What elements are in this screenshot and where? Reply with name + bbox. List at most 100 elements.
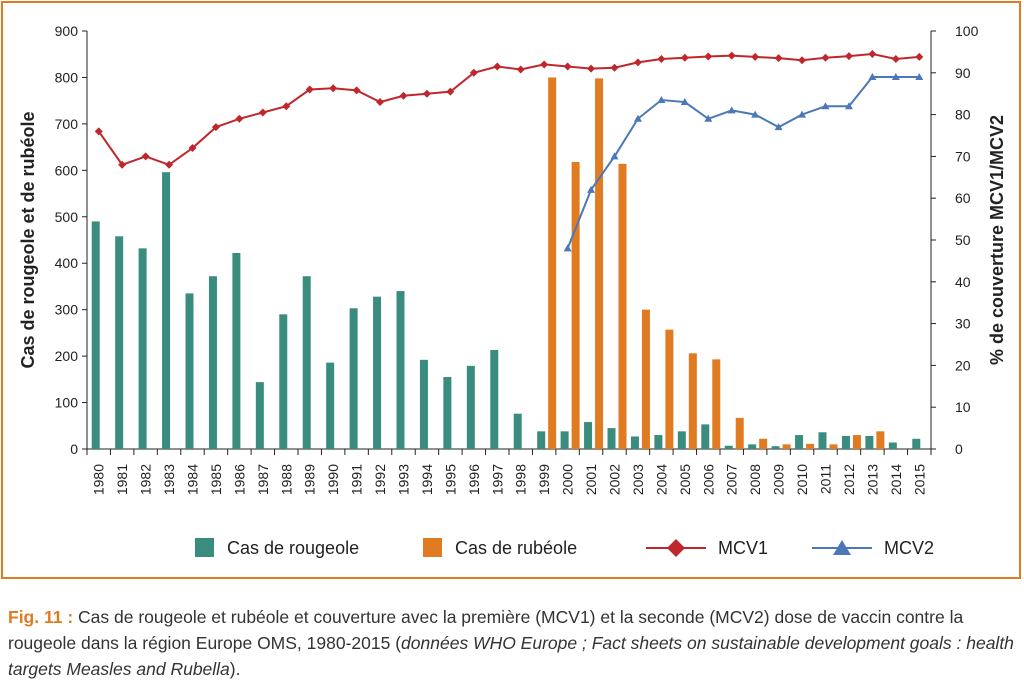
legend-swatch xyxy=(423,538,442,557)
mcv2-point xyxy=(751,110,760,118)
x-tick-label: 1997 xyxy=(489,464,505,495)
x-tick-label: 1981 xyxy=(114,464,130,495)
x-tick-label: 2004 xyxy=(653,464,669,495)
bar-rubeole xyxy=(829,444,838,449)
mcv1-point xyxy=(891,55,900,64)
mcv1-point xyxy=(821,53,830,62)
x-tick-label: 2010 xyxy=(794,464,810,495)
mcv1-point xyxy=(118,160,127,169)
caption-end: ). xyxy=(229,659,241,679)
mcv2-point xyxy=(563,244,572,252)
x-tick-label: 1990 xyxy=(325,464,341,495)
bar-rubeole xyxy=(852,435,861,449)
mcv2-point xyxy=(633,114,642,122)
x-tick-label: 2014 xyxy=(888,464,904,495)
left-tick-label: 500 xyxy=(55,209,79,225)
legend-label: Cas de rubéole xyxy=(455,538,577,558)
bar-rubeole xyxy=(782,444,791,449)
x-tick-label: 2001 xyxy=(583,464,599,495)
mcv1-point xyxy=(399,91,408,100)
bar-rougeole xyxy=(138,248,147,449)
mcv1-point xyxy=(610,63,619,72)
bar-rougeole xyxy=(279,314,288,449)
bar-rubeole xyxy=(876,431,885,449)
x-tick-label: 2002 xyxy=(607,464,623,495)
bar-rubeole xyxy=(618,163,627,449)
y-axis-title: Cas de rougeole et de rubéole xyxy=(18,111,38,368)
mcv1-point xyxy=(774,54,783,63)
legend-marker-triangle xyxy=(833,540,851,555)
mcv2-point xyxy=(868,72,877,80)
x-tick-label: 1985 xyxy=(208,464,224,495)
bar-rougeole xyxy=(185,293,194,449)
mcv1-point xyxy=(516,65,525,74)
left-tick-label: 0 xyxy=(70,441,78,457)
legend: Cas de rougeole Cas de rubéole MCV1 MCV2 xyxy=(195,538,934,558)
mcv1-point xyxy=(446,87,455,96)
bar-rubeole xyxy=(595,78,604,449)
bar-rubeole xyxy=(735,417,744,449)
x-tick-label: 2012 xyxy=(841,464,857,495)
mcv1-point xyxy=(188,144,197,153)
bar-rougeole xyxy=(255,382,264,449)
bar-rougeole xyxy=(865,435,874,449)
y2-axis-title: % de couverture MCV1/MCV2 xyxy=(987,115,1007,365)
x-tick-label: 1994 xyxy=(419,464,435,495)
mcv1-point xyxy=(282,102,291,111)
x-tick-label: 1999 xyxy=(536,464,552,495)
right-tick-label: 10 xyxy=(955,399,971,415)
mcv1-point xyxy=(376,98,385,107)
bar-rubeole xyxy=(571,161,580,449)
right-tick-label: 100 xyxy=(955,23,979,39)
bar-rougeole xyxy=(396,291,405,449)
bar-rougeole xyxy=(162,172,171,450)
bar-rougeole xyxy=(115,236,124,449)
mcv2-point xyxy=(821,102,830,110)
bar-rubeole xyxy=(665,329,674,449)
mcv1-point xyxy=(633,58,642,67)
bar-rougeole xyxy=(818,432,827,449)
mcv1-point xyxy=(844,52,853,61)
bar-rougeole xyxy=(443,377,452,449)
right-tick-label: 80 xyxy=(955,107,971,123)
bar-rougeole xyxy=(513,413,522,449)
x-tick-label: 1987 xyxy=(255,464,271,495)
legend-swatch xyxy=(195,538,214,557)
bar-rougeole xyxy=(607,428,616,449)
bar-rougeole xyxy=(771,446,780,449)
x-tick-label: 1998 xyxy=(513,464,529,495)
bar-rubeole xyxy=(548,77,557,449)
bar-rougeole xyxy=(888,442,897,449)
mcv1-point xyxy=(469,68,478,77)
mcv1-point xyxy=(422,89,431,98)
mcv2-point xyxy=(798,110,807,118)
x-tick-label: 1996 xyxy=(466,464,482,495)
bar-rougeole xyxy=(630,436,639,449)
right-tick-label: 50 xyxy=(955,232,971,248)
mcv1-point xyxy=(352,86,361,95)
bar-rubeole xyxy=(712,359,721,449)
bar-rougeole xyxy=(677,431,686,449)
bar-rougeole xyxy=(841,435,850,449)
mcv2-point xyxy=(915,72,924,80)
right-tick-label: 30 xyxy=(955,316,971,332)
right-tick-label: 60 xyxy=(955,190,971,206)
mcv1-point xyxy=(493,62,502,71)
bar-rougeole xyxy=(560,431,569,449)
mcv1-point xyxy=(563,62,572,71)
x-tick-label: 1982 xyxy=(138,464,154,495)
x-tick-label: 2007 xyxy=(724,464,740,495)
mcv1-line xyxy=(97,52,920,166)
caption-source: données WHO Europe ; Fact sheets on sust… xyxy=(8,633,1014,679)
x-tick-label: 1988 xyxy=(278,464,294,495)
bar-rougeole xyxy=(232,253,241,449)
x-tick-label: 2013 xyxy=(864,464,880,495)
x-tick-label: 2011 xyxy=(818,464,834,494)
mcv2-line xyxy=(566,75,920,249)
mcv1-point xyxy=(798,56,807,65)
bar-rougeole xyxy=(795,435,804,449)
bar-rougeole xyxy=(208,276,217,449)
mcv1-point xyxy=(329,84,338,93)
x-tick-label: 2005 xyxy=(677,464,693,495)
x-tick-label: 1991 xyxy=(349,464,365,495)
